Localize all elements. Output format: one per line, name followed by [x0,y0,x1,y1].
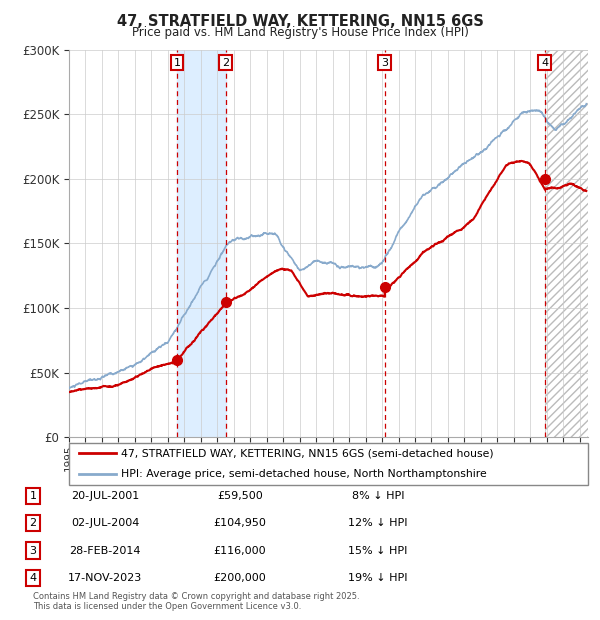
Text: £59,500: £59,500 [217,491,263,501]
Text: 47, STRATFIELD WAY, KETTERING, NN15 6GS: 47, STRATFIELD WAY, KETTERING, NN15 6GS [116,14,484,29]
Text: £116,000: £116,000 [214,546,266,556]
Text: 4: 4 [541,58,548,68]
FancyBboxPatch shape [69,443,588,485]
Text: 47, STRATFIELD WAY, KETTERING, NN15 6GS (semi-detached house): 47, STRATFIELD WAY, KETTERING, NN15 6GS … [121,448,494,458]
Text: 2: 2 [222,58,229,68]
Text: 20-JUL-2001: 20-JUL-2001 [71,491,139,501]
Text: 12% ↓ HPI: 12% ↓ HPI [348,518,408,528]
Text: 8% ↓ HPI: 8% ↓ HPI [352,491,404,501]
Text: 1: 1 [29,491,37,501]
Bar [177,50,226,437]
Text: 3: 3 [381,58,388,68]
Text: 02-JUL-2004: 02-JUL-2004 [71,518,139,528]
Text: 4: 4 [29,573,37,583]
Text: 19% ↓ HPI: 19% ↓ HPI [348,573,408,583]
Text: 3: 3 [29,546,37,556]
Text: HPI: Average price, semi-detached house, North Northamptonshire: HPI: Average price, semi-detached house,… [121,469,487,479]
Text: £104,950: £104,950 [214,518,266,528]
Bar [545,50,588,437]
Text: 2: 2 [29,518,37,528]
Text: 17-NOV-2023: 17-NOV-2023 [68,573,142,583]
Text: 15% ↓ HPI: 15% ↓ HPI [349,546,407,556]
Text: This data is licensed under the Open Government Licence v3.0.: This data is licensed under the Open Gov… [33,602,301,611]
Text: 28-FEB-2014: 28-FEB-2014 [69,546,141,556]
Text: Contains HM Land Registry data © Crown copyright and database right 2025.: Contains HM Land Registry data © Crown c… [33,592,359,601]
Text: £200,000: £200,000 [214,573,266,583]
Text: 1: 1 [173,58,181,68]
Text: Price paid vs. HM Land Registry's House Price Index (HPI): Price paid vs. HM Land Registry's House … [131,26,469,39]
